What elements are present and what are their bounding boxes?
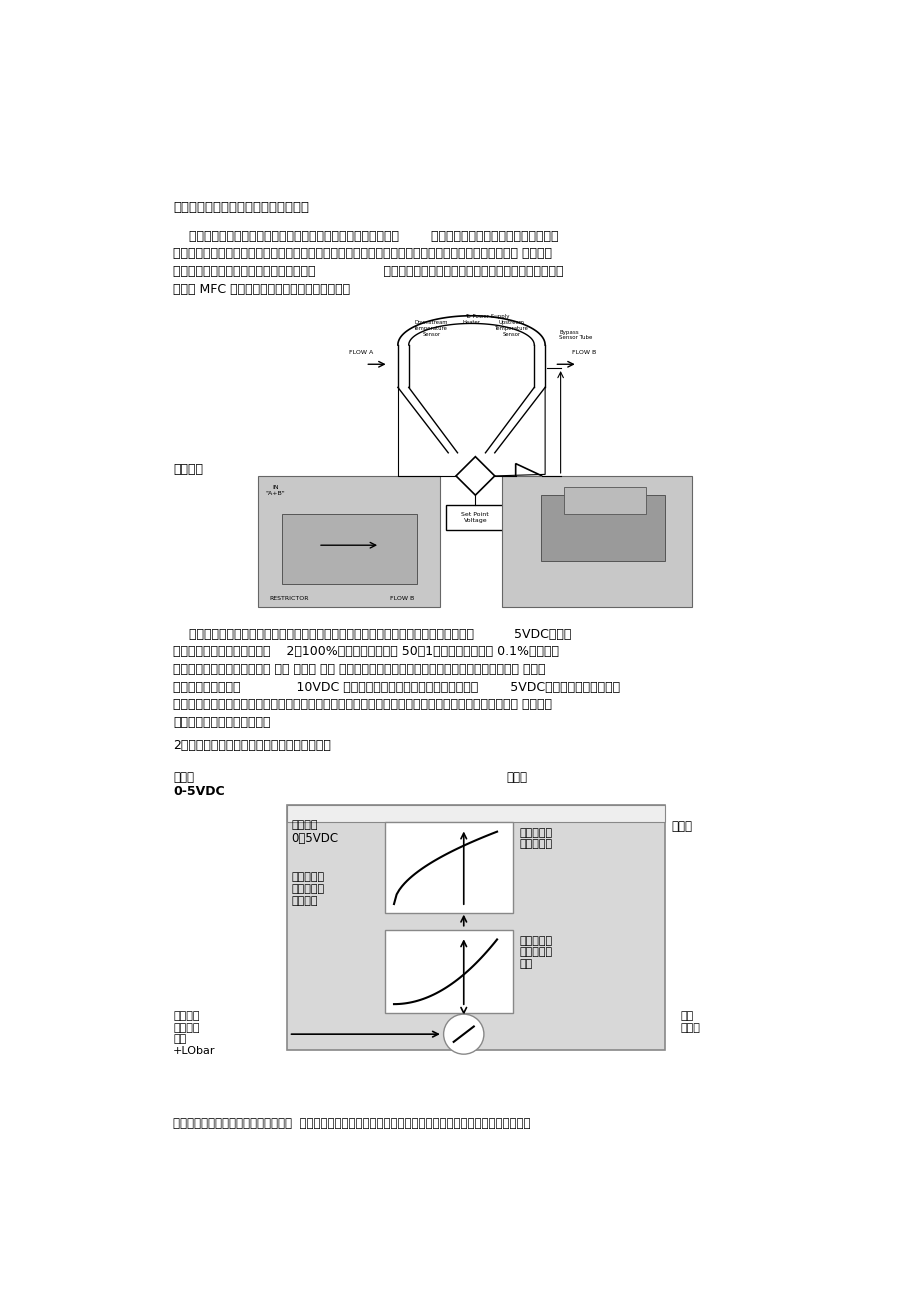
Text: 2、气体质量流量计和气体质量流量控制器结构: 2、气体质量流量计和气体质量流量控制器结构 <box>173 739 331 752</box>
Text: 通过的流量不成线性对应关系。清洗时，流量显示是不准确的，而且还可能出现流量增大、显示减小的现 象，但这: 通过的流量不成线性对应关系。清洗时，流量显示是不准确的，而且还可能出现流量增大、… <box>173 698 551 711</box>
Text: 0-5VDC: 0-5VDC <box>173 786 224 799</box>
Bar <box>281 515 417 584</box>
Text: 流量传感器采用毛细管传热温差量热法原理测量气体的质量流量        （无需温度和压力补偿）。将传感器加: 流量传感器采用毛细管传热温差量热法原理测量气体的质量流量 （无需温度和压力补偿）… <box>173 229 558 242</box>
Bar <box>384 930 512 1014</box>
Text: 阀控
心流二: 阀控 心流二 <box>680 1011 700 1033</box>
Text: 控制器: 控制器 <box>505 771 527 784</box>
Text: 气体质量流量控制器和流量计工作原理: 气体质量流量控制器和流量计工作原理 <box>173 201 309 214</box>
Text: FLOW B: FLOW B <box>571 351 596 356</box>
Bar <box>540 495 664 560</box>
Text: Bypass
Sensor Tube: Bypass Sensor Tube <box>559 330 592 340</box>
Text: 注意：气体质量流量控制器的 阀控 线置于 清洗 位时也可以当成气体质量流量计使用。这时，流量检测 输出电: 注意：气体质量流量控制器的 阀控 线置于 清洗 位时也可以当成气体质量流量计使用… <box>173 663 545 676</box>
Text: Downstream
Temperature
Sensor: Downstream Temperature Sensor <box>414 321 448 337</box>
Text: （将该地址复制粘贴到网叶地址栏里）  气体质量流量计含流量传感器、分流器通道和流量放大、线性化及温度补偿: （将该地址复制粘贴到网叶地址栏里） 气体质量流量计含流量传感器、分流器通道和流量… <box>173 1117 530 1130</box>
Bar <box>564 487 645 515</box>
Text: 设定点: 设定点 <box>173 771 194 784</box>
Text: Set Point
Voltage: Set Point Voltage <box>461 512 489 523</box>
Text: FLOW B: FLOW B <box>390 595 414 601</box>
Text: 些不会损坏质量流量控制器。: 些不会损坏质量流量控制器。 <box>173 717 270 730</box>
Text: 放大器: 放大器 <box>671 820 692 833</box>
Text: Upstream
Temperature
Sensor: Upstream Temperature Sensor <box>494 321 528 337</box>
Text: 址栏里）: 址栏里） <box>173 463 203 476</box>
Bar <box>502 476 692 607</box>
Bar <box>384 822 512 913</box>
Text: 线性化和温
度补偿信号: 线性化和温 度补偿信号 <box>519 827 552 850</box>
Text: 0－5VDC: 0－5VDC <box>291 833 338 846</box>
Text: 压的输出值可能达到              10VDC 以上。需要注意的是，一旦输出电压超过        5VDC，流量检测电压和实际: 压的输出值可能达到 10VDC 以上。需要注意的是，一旦输出电压超过 5VDC，… <box>173 680 619 693</box>
Text: 输入压力
最大环境
压力
+LObar: 输入压力 最大环境 压力 +LObar <box>173 1011 215 1055</box>
Text: 数字线性化
和温度补偿
（芯片）: 数字线性化 和温度补偿 （芯片） <box>291 873 324 906</box>
Bar <box>258 476 440 607</box>
Bar <box>287 805 664 1050</box>
Text: 热电桥测得的流量信号送入放大器放大，放大后的流量测量电压与设定电压进行比较，再将差值信号放大 后去控制: 热电桥测得的流量信号送入放大器放大，放大后的流量测量电压与设定电压进行比较，再将… <box>173 248 551 261</box>
Text: 左图为 MFC 和流量显示仪连接后的工作原理图：: 左图为 MFC 和流量显示仪连接后的工作原理图： <box>173 283 350 296</box>
Text: IN
"A+B": IN "A+B" <box>266 485 285 496</box>
Bar <box>446 506 505 530</box>
Text: To Power Supply: To Power Supply <box>464 314 509 319</box>
Text: 控制器输出的流量检测到的电压与流过通道的气体质量成正比。满量程检测输出电压为          5VDC，气体: 控制器输出的流量检测到的电压与流过通道的气体质量成正比。满量程检测输出电压为 5… <box>173 628 571 641</box>
Text: Heater: Heater <box>462 321 480 326</box>
Text: 质益流益: 质益流益 <box>291 820 318 830</box>
Text: 从芯片传感
器来的原始
数据: 从芯片传感 器来的原始 数据 <box>519 936 552 969</box>
Text: FLOW A: FLOW A <box>348 351 372 356</box>
Text: RESTRICTOR: RESTRICTOR <box>269 595 309 601</box>
Text: 调节阀，通过闭环控制来控制通过的流量，                 并使之与设定的流量相等。分流器决定主通道的流量。: 调节阀，通过闭环控制来控制通过的流量， 并使之与设定的流量相等。分流器决定主通道… <box>173 265 563 278</box>
Text: 质量流量控制器的检测范围为    2～100%满刻度（量程比为 50：1），流量分辨率为 0.1%满刻度。: 质量流量控制器的检测范围为 2～100%满刻度（量程比为 50：1），流量分辨率… <box>173 645 559 658</box>
Bar <box>287 805 664 822</box>
Circle shape <box>443 1014 483 1054</box>
